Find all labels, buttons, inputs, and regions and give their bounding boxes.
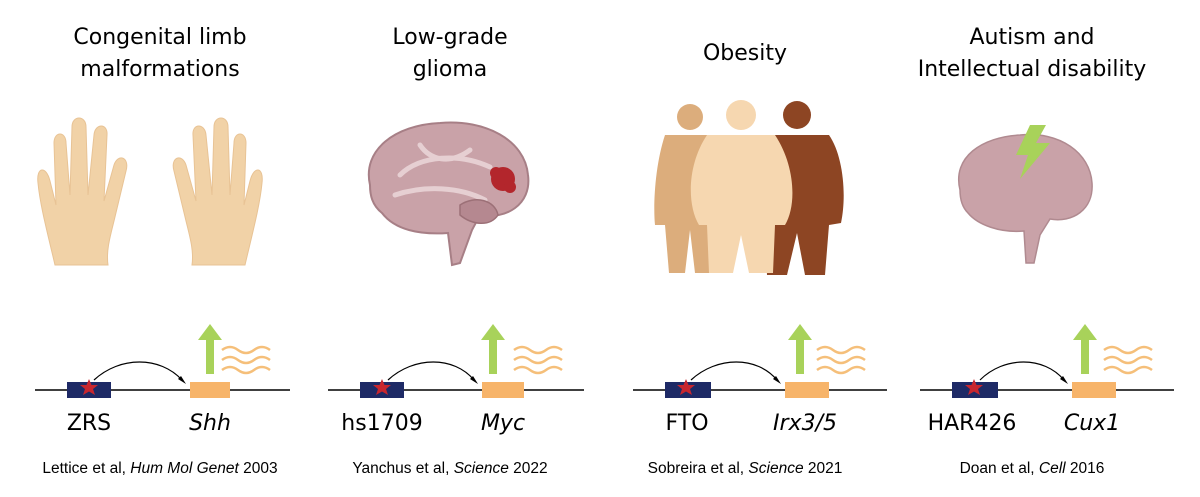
regulatory-schematic (10, 318, 310, 408)
gene-label: Cux1 (1063, 411, 1121, 436)
title-line-1: Obesity (702, 41, 788, 66)
panel-title: Obesity (595, 38, 895, 70)
gene-box (482, 382, 524, 398)
title-line-1: Congenital limb (73, 25, 247, 50)
enhancer-label: FTO (665, 411, 709, 436)
up-arrow-icon (198, 324, 222, 374)
panel-title: Low-grade glioma (300, 22, 600, 86)
transcript-wave-icon (816, 345, 866, 375)
variant-star-icon (373, 379, 391, 395)
citation: Lettice et al, Hum Mol Genet 2003 (42, 460, 278, 477)
gene-label: Myc (480, 411, 526, 436)
gene-box (1072, 382, 1116, 398)
enhancer-label: HAR426 (927, 411, 1017, 436)
variant-star-icon (80, 379, 98, 395)
panel-glioma: Low-grade glioma hs1709 M (300, 0, 600, 497)
brain-tumor-icon (300, 95, 600, 285)
panel-title: Autism and Intellectual disability (882, 22, 1182, 86)
title-line-2: Intellectual disability (917, 57, 1147, 82)
hands-icon (10, 95, 310, 285)
gene-label: Shh (189, 411, 231, 436)
up-arrow-icon (788, 324, 812, 374)
gene-box (785, 382, 829, 398)
variant-star-icon (965, 379, 983, 395)
citation: Sobreira et al, Science 2021 (647, 460, 843, 477)
up-arrow-icon (481, 324, 505, 374)
regulatory-schematic (882, 318, 1182, 408)
lightning-icon (1016, 125, 1050, 179)
gene-box (190, 382, 230, 398)
regulatory-arrow (93, 361, 183, 381)
title-line-2: malformations (80, 57, 240, 82)
title-line-2: glioma (412, 57, 488, 82)
regulatory-schematic (300, 318, 600, 408)
citation: Doan et al, Cell 2016 (959, 460, 1105, 477)
transcript-wave-icon (1103, 345, 1153, 375)
variant-star-icon (677, 379, 695, 395)
up-arrow-icon (1073, 324, 1097, 374)
transcript-wave-icon (513, 345, 563, 375)
transcript-wave-icon (221, 345, 271, 375)
title-line-1: Low-grade (392, 25, 508, 50)
enhancer-label: hs1709 (341, 411, 423, 436)
citation: Yanchus et al, Science 2022 (352, 460, 548, 477)
gene-label: Irx3/5 (773, 411, 837, 436)
panel-obesity: Obesity (595, 0, 895, 497)
panel-autism: Autism and Intellectual disability HAR42… (882, 0, 1182, 497)
enhancer-label: ZRS (66, 411, 112, 436)
title-line-1: Autism and (969, 25, 1095, 50)
panel-limb: Congenital limb malformations (10, 0, 310, 497)
regulatory-schematic (595, 318, 895, 408)
body-silhouettes-icon (595, 95, 895, 285)
brain-lightning-icon (882, 95, 1182, 285)
panel-title: Congenital limb malformations (10, 22, 310, 86)
